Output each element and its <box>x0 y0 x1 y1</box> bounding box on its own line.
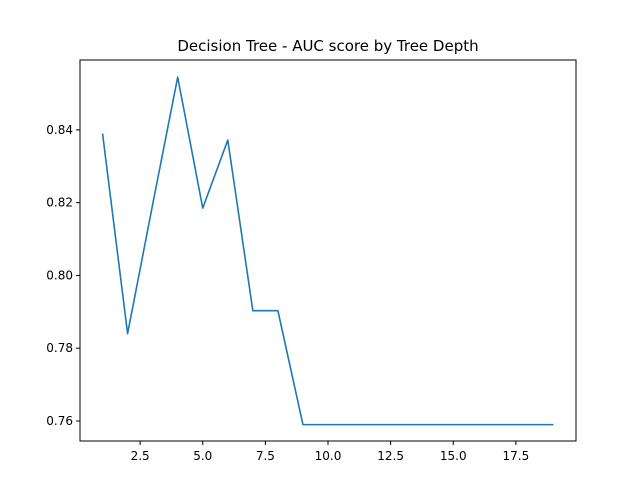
data-point <box>227 139 229 141</box>
data-point <box>302 424 304 426</box>
data-point <box>553 424 555 426</box>
y-tick-label: 0.84 <box>46 123 73 137</box>
data-point <box>102 133 104 135</box>
y-tick-label: 0.76 <box>46 414 73 428</box>
x-tick-label: 17.5 <box>503 449 530 463</box>
chart-title: Decision Tree - AUC score by Tree Depth <box>177 37 478 55</box>
y-tick-label: 0.78 <box>46 341 73 355</box>
data-point <box>327 424 329 426</box>
data-point <box>127 333 129 335</box>
data-point <box>177 76 179 78</box>
data-point <box>202 207 204 209</box>
data-point <box>528 424 530 426</box>
x-tick-label: 12.5 <box>377 449 404 463</box>
data-point <box>427 424 429 426</box>
data-point <box>478 424 480 426</box>
data-point <box>402 424 404 426</box>
x-tick-label: 5.0 <box>193 449 212 463</box>
x-tick-label: 7.5 <box>256 449 275 463</box>
data-point <box>152 204 154 206</box>
data-point <box>377 424 379 426</box>
data-point <box>503 424 505 426</box>
x-tick-label: 10.0 <box>315 449 342 463</box>
data-point <box>277 310 279 312</box>
y-tick-label: 0.82 <box>46 196 73 210</box>
data-point <box>352 424 354 426</box>
x-tick-label: 2.5 <box>131 449 150 463</box>
data-point <box>452 424 454 426</box>
y-tick-label: 0.80 <box>46 268 73 282</box>
data-point <box>252 310 254 312</box>
x-tick-label: 15.0 <box>440 449 467 463</box>
